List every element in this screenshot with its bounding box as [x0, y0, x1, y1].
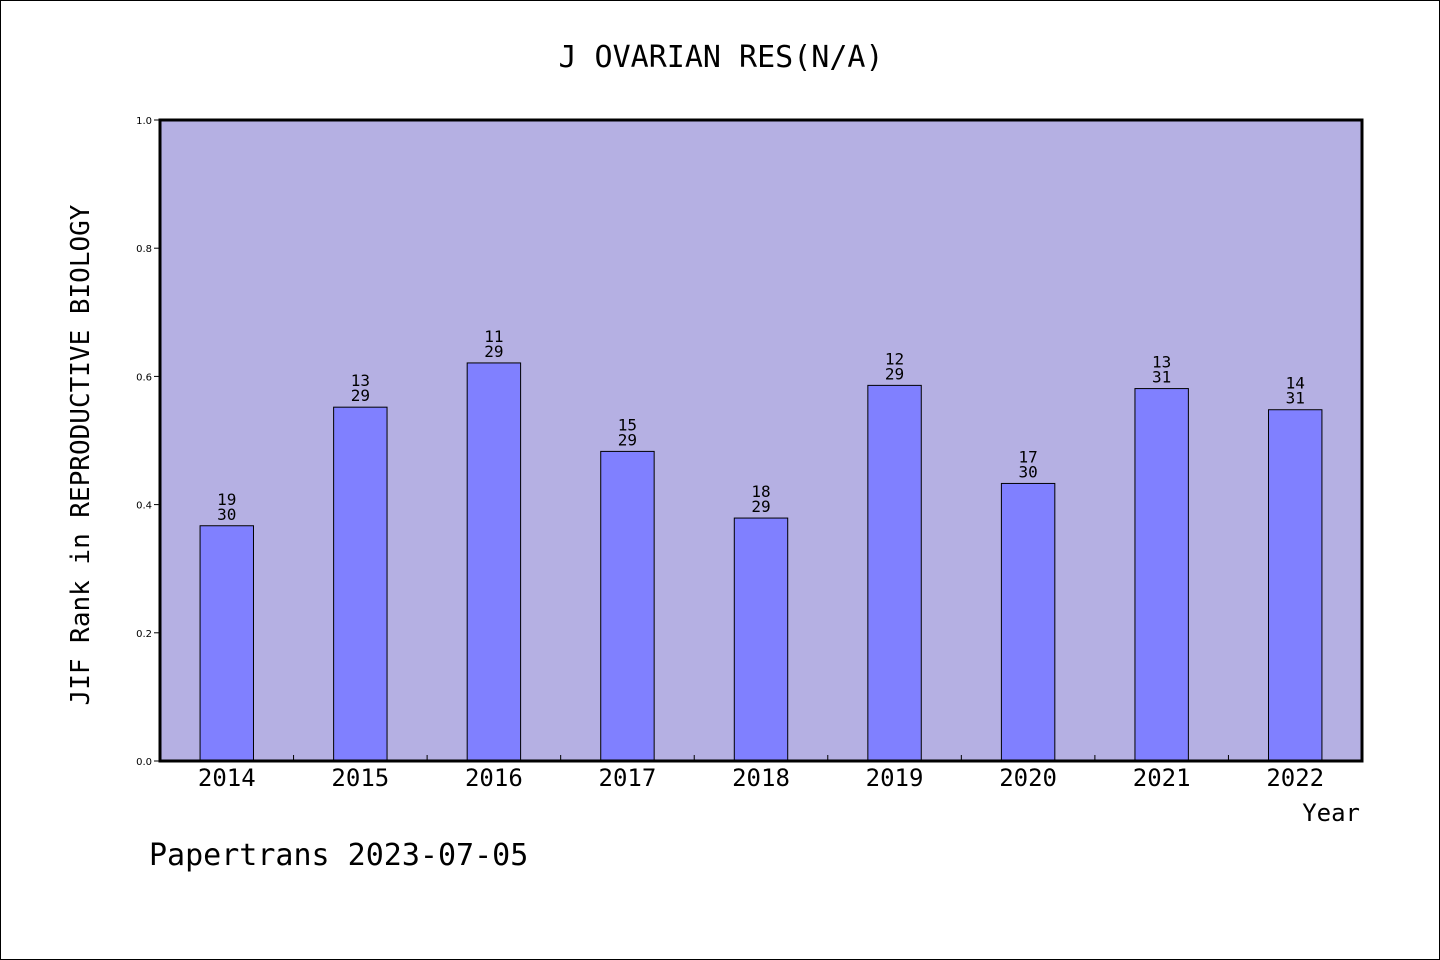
- bar-2020: [1000, 482, 1056, 762]
- bar-2022: [1268, 409, 1323, 762]
- bar-2018: [733, 517, 789, 762]
- bar-total-label: 29: [351, 386, 370, 405]
- x-tick-label: 2022: [1266, 764, 1324, 792]
- bar-2016: [466, 362, 522, 762]
- bar-total-label: 29: [751, 497, 770, 516]
- x-axis-label: Year: [1302, 799, 1360, 827]
- bar-total-label: 29: [885, 364, 904, 383]
- x-tick-label: 2021: [1133, 764, 1191, 792]
- x-tick-label: 2019: [866, 764, 924, 792]
- bar-total-label: 29: [484, 342, 503, 361]
- y-tick-label: 0.2: [136, 629, 152, 640]
- bar-2017: [600, 450, 655, 762]
- bar-2015: [333, 406, 388, 762]
- footer-credit: Papertrans 2023-07-05: [149, 838, 528, 873]
- bar-rank-label: 12: [885, 349, 904, 368]
- bar-total-label: 30: [217, 505, 236, 524]
- bars-group: [199, 362, 1323, 762]
- y-axis: 0.0 0.2 0.4 0.6 0.8 1.0: [136, 116, 160, 768]
- bar-rank-label: 13: [351, 371, 370, 390]
- bar-2014: [199, 525, 254, 762]
- y-tick-label: 0.4: [136, 501, 152, 512]
- bar-rank-label: 11: [484, 327, 503, 346]
- bar-2019: [867, 384, 922, 762]
- y-tick-label: 0.8: [136, 244, 152, 255]
- bar-total-label: 31: [1152, 368, 1171, 387]
- bar-rank-label: 15: [618, 415, 637, 434]
- bar-rank-label: 18: [751, 482, 770, 501]
- y-tick-label: 1.0: [136, 116, 152, 127]
- bar-rank-label: 14: [1286, 374, 1305, 393]
- y-tick-label: 0.6: [136, 372, 152, 383]
- x-axis: 2014 2015 2016 2017 2018 2019 2020 2021 2022: [198, 755, 1324, 792]
- bar-total-label: 31: [1286, 389, 1305, 408]
- chart-title: J OVARIAN RES(N/A): [558, 40, 883, 75]
- plot-border: [158, 118, 1364, 763]
- x-tick-label: 2015: [331, 764, 389, 792]
- bar-total-label: 29: [618, 430, 637, 449]
- x-tick-label: 2016: [465, 764, 523, 792]
- y-tick-label: 0.0: [136, 757, 152, 768]
- bar-rank-label: 19: [217, 490, 236, 509]
- x-tick-label: 2014: [198, 764, 256, 792]
- x-tick-label: 2020: [999, 764, 1057, 792]
- bar-2021: [1134, 388, 1189, 762]
- bar-rank-label: 17: [1018, 447, 1037, 466]
- bar-total-label: 30: [1018, 462, 1037, 481]
- x-tick-label: 2017: [599, 764, 657, 792]
- x-tick-label: 2018: [732, 764, 790, 792]
- y-axis-label: JIF Rank in REPRODUCTIVE BIOLOGY: [66, 204, 96, 705]
- bar-rank-label: 13: [1152, 353, 1171, 372]
